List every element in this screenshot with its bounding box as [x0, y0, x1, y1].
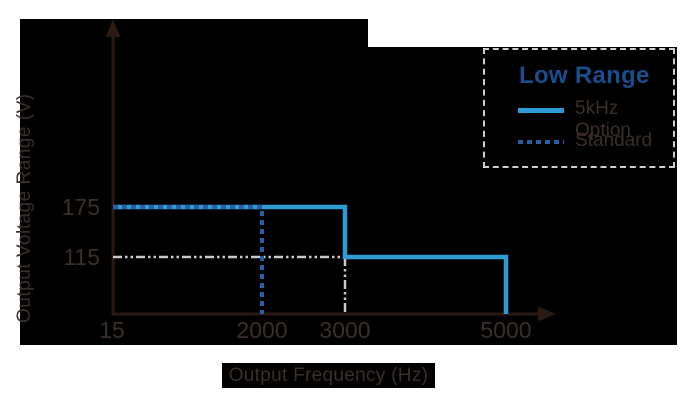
- legend-solid-line-icon: [518, 108, 564, 113]
- legend-dashed-line-icon: [518, 140, 564, 144]
- x-tick-2000: 2000: [236, 317, 288, 343]
- plot-background-left: [20, 19, 368, 345]
- x-tick-5000: 5000: [480, 317, 532, 343]
- x-tick-3000: 3000: [319, 317, 371, 343]
- legend-item-standard: Standard: [575, 130, 653, 151]
- legend-item-5khz-option: 5kHz Option: [575, 98, 631, 141]
- series-5khz-option: [113, 204, 509, 314]
- y-axis-arrow-icon: [105, 19, 121, 37]
- series-standard: [113, 205, 264, 314]
- legend-box: Low Range 5kHz Option Standard: [483, 48, 675, 168]
- y-axis-title: Output Voltage Range (V): [14, 93, 35, 323]
- x-axis-arrow-icon: [538, 306, 556, 322]
- x-tick-15: 15: [99, 317, 125, 343]
- x-axis-title: Output Frequency (Hz): [222, 363, 435, 388]
- legend-title: Low Range: [519, 62, 650, 89]
- data-lines: [113, 204, 509, 314]
- y-tick-115: 115: [63, 244, 100, 270]
- plot-background-right: [368, 47, 677, 345]
- y-tick-175: 175: [61, 194, 100, 220]
- x-axis-title-text: Output Frequency (Hz): [228, 364, 429, 386]
